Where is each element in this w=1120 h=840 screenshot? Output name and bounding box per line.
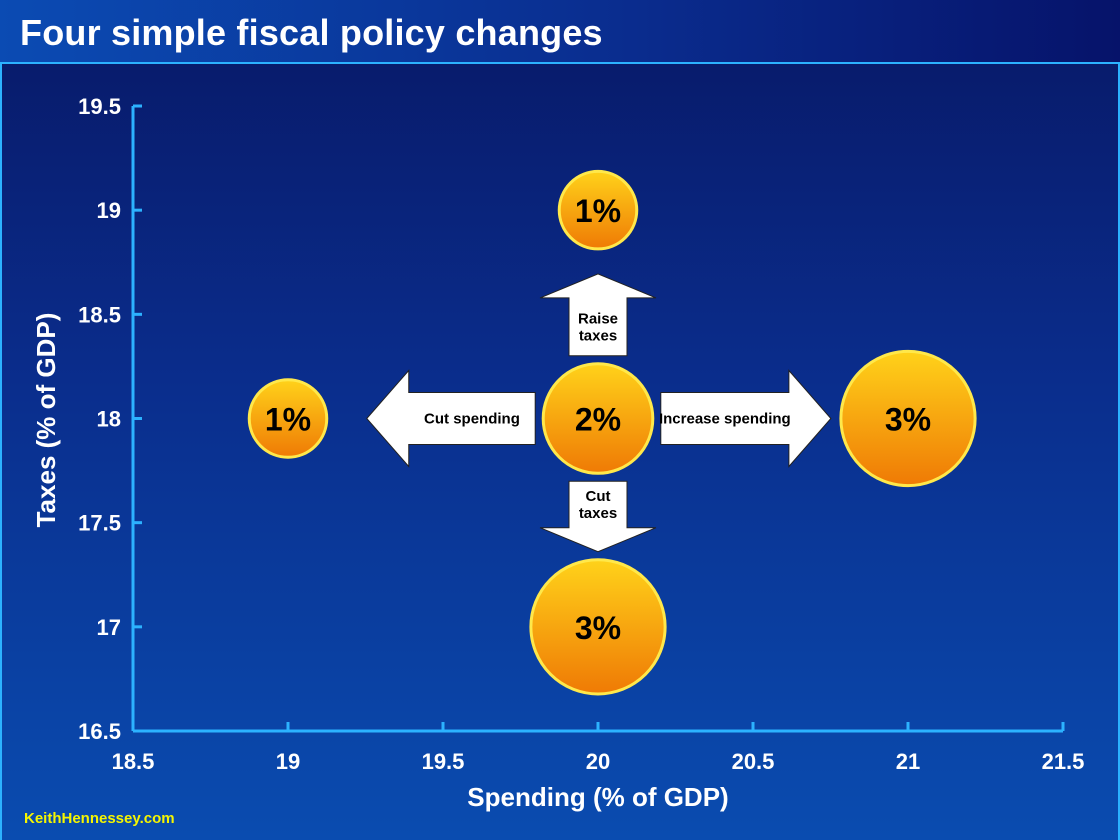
bubble-label: 3% bbox=[885, 402, 931, 438]
y-tick-label: 16.5 bbox=[78, 719, 121, 744]
bubble-label: 1% bbox=[575, 193, 621, 229]
arrow-down bbox=[539, 480, 657, 553]
arrow-label: Cut spending bbox=[424, 411, 520, 428]
y-tick-label: 17 bbox=[97, 615, 121, 640]
x-tick-label: 21.5 bbox=[1042, 749, 1085, 774]
arrow-label: Increase spending bbox=[659, 411, 791, 428]
y-tick-label: 18 bbox=[97, 407, 121, 432]
arrow-up bbox=[539, 273, 657, 357]
arrow-label: taxes bbox=[579, 505, 617, 522]
bubble bbox=[529, 558, 667, 696]
bubble-label: 2% bbox=[575, 402, 621, 438]
x-tick-label: 20 bbox=[586, 749, 610, 774]
bubble bbox=[541, 362, 655, 475]
x-tick-label: 18.5 bbox=[112, 749, 155, 774]
y-tick-label: 18.5 bbox=[78, 302, 121, 327]
frame-right-border bbox=[1118, 64, 1120, 840]
bubble-label: 3% bbox=[575, 610, 621, 646]
arrow-label: Cut bbox=[586, 488, 611, 505]
bubble-label: 1% bbox=[265, 402, 311, 438]
x-axis-title: Spending (% of GDP) bbox=[467, 782, 728, 812]
frame-left-border bbox=[0, 64, 2, 840]
title-bar: Four simple fiscal policy changes bbox=[0, 0, 1120, 64]
axes: 18.5 19 19.5 20 20.5 21 21.5 16.5 17 17.5 18 18.5 19… bbox=[78, 94, 1084, 774]
x-tick-label: 19.5 bbox=[422, 749, 465, 774]
y-tick-label: 19 bbox=[97, 198, 121, 223]
arrow-right bbox=[660, 369, 832, 468]
x-tick-label: 19 bbox=[276, 749, 300, 774]
x-tick-label: 21 bbox=[896, 749, 920, 774]
arrow-label: taxes bbox=[579, 327, 617, 344]
y-axis-title: Taxes (% of GDP) bbox=[31, 313, 61, 528]
footer-credit: KeithHennessey.com bbox=[24, 810, 175, 827]
y-tick-label: 19.5 bbox=[78, 94, 121, 119]
arrow-label: Raise bbox=[578, 310, 618, 327]
page-title: Four simple fiscal policy changes bbox=[20, 12, 603, 53]
x-tick-label: 20.5 bbox=[732, 749, 775, 774]
y-tick-label: 17.5 bbox=[78, 511, 121, 536]
arrow-left bbox=[366, 369, 536, 468]
annotation-arrows: Cut spending Increase spendingRaisetaxesC… bbox=[366, 273, 832, 553]
bubbles: 2% 1% 3% 1% 3% bbox=[247, 169, 977, 696]
bubble bbox=[247, 378, 329, 459]
bubble bbox=[557, 169, 639, 251]
bubble bbox=[839, 349, 977, 488]
